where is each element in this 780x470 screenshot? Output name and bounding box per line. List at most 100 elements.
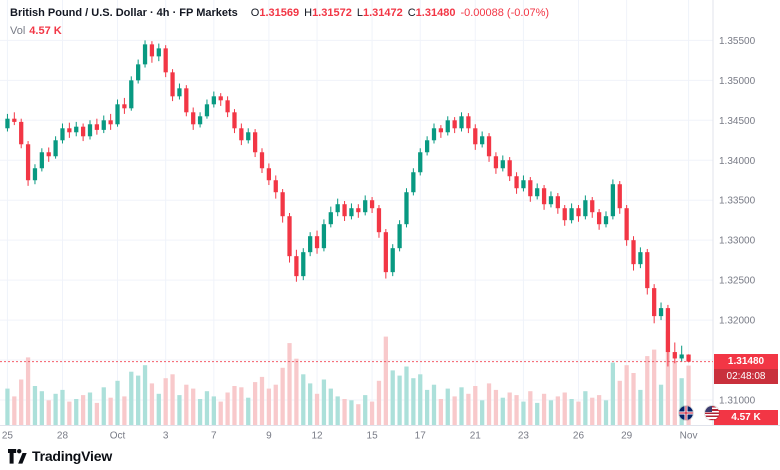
candle-body[interactable] <box>39 152 44 169</box>
candle-body[interactable] <box>328 212 333 225</box>
candle-body[interactable] <box>191 112 196 125</box>
candle-body[interactable] <box>225 100 230 113</box>
candle-body[interactable] <box>507 160 512 177</box>
candle-body[interactable] <box>211 96 216 105</box>
candle-body[interactable] <box>500 160 505 169</box>
candle-body[interactable] <box>404 192 409 225</box>
candle-body[interactable] <box>294 256 299 277</box>
candle-body[interactable] <box>252 132 258 153</box>
candle-body[interactable] <box>459 116 464 129</box>
candle-body[interactable] <box>486 136 492 157</box>
candle-body[interactable] <box>390 248 395 273</box>
candle-body[interactable] <box>232 112 237 129</box>
price-tick-label[interactable]: 1.33000 <box>719 236 756 247</box>
candle-body[interactable] <box>67 128 72 133</box>
candle-body[interactable] <box>363 200 368 213</box>
time-tick-label[interactable]: 12 <box>311 431 323 442</box>
time-tick-label[interactable]: 17 <box>415 431 427 442</box>
candle-body[interactable] <box>445 120 450 133</box>
current-price-badge[interactable]: 1.31480 <box>714 354 778 369</box>
candle-body[interactable] <box>218 96 223 101</box>
candle-body[interactable] <box>603 216 609 225</box>
candle-body[interactable] <box>610 184 616 217</box>
candle-body[interactable] <box>590 200 595 213</box>
candle-body[interactable] <box>266 168 272 181</box>
time-tick-label[interactable]: Oct <box>110 431 126 442</box>
candle-body[interactable] <box>624 208 629 241</box>
candle-body[interactable] <box>149 44 155 57</box>
candle-body[interactable] <box>156 48 161 57</box>
candle-body[interactable] <box>645 252 650 289</box>
time-tick-label[interactable]: 26 <box>573 431 585 442</box>
candle-body[interactable] <box>596 212 602 225</box>
time-tick-label[interactable]: 21 <box>470 431 482 442</box>
candle-body[interactable] <box>80 126 86 137</box>
candle-body[interactable] <box>480 136 485 145</box>
candle-body[interactable] <box>369 200 375 209</box>
candle-body[interactable] <box>631 240 636 265</box>
candle-body[interactable] <box>122 104 127 109</box>
candle-body[interactable] <box>170 72 175 97</box>
candle-body[interactable] <box>60 128 65 141</box>
candle-body[interactable] <box>239 128 244 141</box>
candle-body[interactable] <box>466 116 471 129</box>
price-tick-label[interactable]: 1.35500 <box>719 36 756 47</box>
candle-body[interactable] <box>259 152 265 169</box>
candle-body[interactable] <box>658 308 664 317</box>
candle-body[interactable] <box>101 120 106 130</box>
candle-body[interactable] <box>665 308 671 353</box>
candle-body[interactable] <box>672 352 677 359</box>
candle-body[interactable] <box>115 104 120 125</box>
time-tick-label[interactable]: 23 <box>518 431 530 442</box>
time-tick-label[interactable]: Nov <box>680 431 698 442</box>
candle-body[interactable] <box>342 204 347 217</box>
candle-body[interactable] <box>163 48 168 73</box>
candle-body[interactable] <box>541 188 547 205</box>
candle-body[interactable] <box>46 152 51 157</box>
candle-body[interactable] <box>528 180 533 197</box>
candle-body[interactable] <box>521 180 526 189</box>
candle-body[interactable] <box>204 104 210 117</box>
price-tick-label[interactable]: 1.34000 <box>719 156 756 167</box>
candle-body[interactable] <box>287 216 292 257</box>
time-tick-label[interactable]: 3 <box>163 431 169 442</box>
candle-body[interactable] <box>652 288 657 317</box>
price-tick-label[interactable]: 1.34500 <box>719 116 756 127</box>
candle-body[interactable] <box>424 140 430 153</box>
candle-body[interactable] <box>397 224 402 249</box>
candle-body[interactable] <box>129 80 134 109</box>
candle-body[interactable] <box>583 200 588 217</box>
tradingview-attribution[interactable]: TradingView <box>8 448 112 464</box>
price-tick-label[interactable]: 1.32000 <box>719 316 756 327</box>
candle-body[interactable] <box>197 116 203 125</box>
candle-body[interactable] <box>177 88 182 97</box>
candle-body[interactable] <box>321 224 327 249</box>
time-tick-label[interactable]: 7 <box>211 431 217 442</box>
candle-body[interactable] <box>548 196 554 205</box>
candle-body[interactable] <box>514 176 519 189</box>
time-tick-label[interactable]: 29 <box>621 431 633 442</box>
candle-body[interactable] <box>349 208 354 217</box>
candle-body[interactable] <box>473 128 478 145</box>
candle-body[interactable] <box>308 236 313 253</box>
candle-body[interactable] <box>136 64 141 81</box>
time-tick-label[interactable]: 15 <box>367 431 379 442</box>
candle-body[interactable] <box>638 252 643 265</box>
candle-body[interactable] <box>142 44 148 65</box>
candle-body[interactable] <box>12 118 17 122</box>
price-tick-label[interactable]: 1.32500 <box>719 276 756 287</box>
candle-body[interactable] <box>108 120 113 125</box>
candle-body[interactable] <box>452 120 457 129</box>
candle-body[interactable] <box>280 192 285 217</box>
time-tick-label[interactable]: 28 <box>57 431 69 442</box>
candle-body[interactable] <box>686 354 691 362</box>
candle-body[interactable] <box>246 132 251 141</box>
candle-body[interactable] <box>679 354 684 359</box>
price-tick-label[interactable]: 1.33500 <box>719 196 756 207</box>
candle-body[interactable] <box>273 180 278 193</box>
symbol-title[interactable]: British Pound / U.S. Dollar · 4h · FP Ma… <box>10 7 238 19</box>
candle-body[interactable] <box>356 208 361 213</box>
price-tick-label[interactable]: 1.31000 <box>719 396 756 407</box>
candle-body[interactable] <box>555 196 560 209</box>
